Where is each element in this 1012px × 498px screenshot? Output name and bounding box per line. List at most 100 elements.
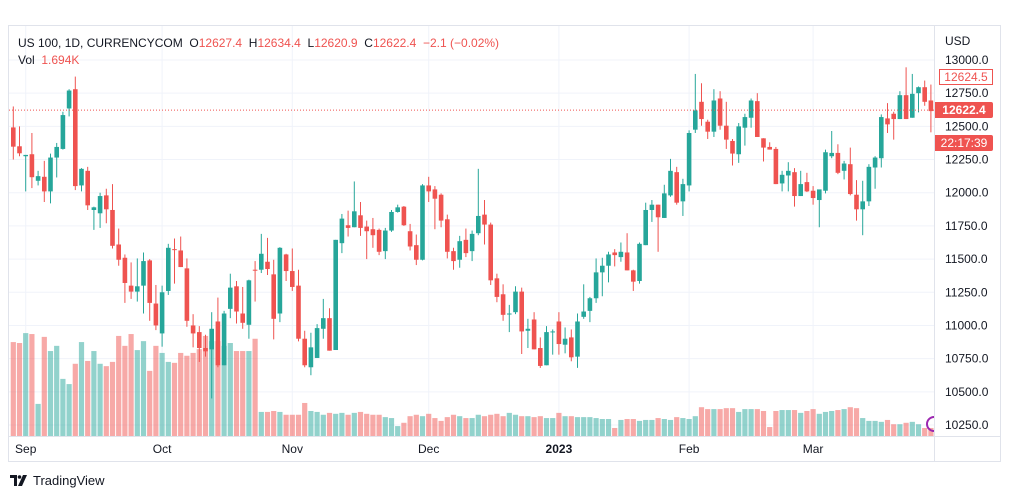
candle-up[interactable] <box>246 279 252 339</box>
event-marker-icon[interactable] <box>926 416 935 432</box>
candle-up[interactable] <box>897 91 903 120</box>
candle-down[interactable] <box>730 138 735 166</box>
candle-up[interactable] <box>513 286 518 315</box>
candle-up[interactable] <box>420 184 425 261</box>
candle-down[interactable] <box>376 228 382 256</box>
candle-down[interactable] <box>240 286 245 329</box>
candle-down[interactable] <box>327 308 332 351</box>
candle-down[interactable] <box>804 172 810 193</box>
candle-up[interactable] <box>228 273 233 319</box>
candle-down[interactable] <box>835 144 841 175</box>
candle-up[interactable] <box>786 162 791 192</box>
candle-up[interactable] <box>259 233 264 274</box>
candle-down[interactable] <box>848 147 853 196</box>
candle-up[interactable] <box>476 168 481 236</box>
candle-up[interactable] <box>314 324 320 358</box>
candle-up[interactable] <box>606 251 611 283</box>
candle-down[interactable] <box>773 146 779 185</box>
candle-up[interactable] <box>60 111 66 150</box>
candle-down[interactable] <box>73 76 78 191</box>
candle-down[interactable] <box>296 269 301 342</box>
candle-up[interactable] <box>352 181 357 228</box>
candle-up[interactable] <box>166 243 171 295</box>
candle-up[interactable] <box>829 131 834 159</box>
candle-down[interactable] <box>488 222 493 285</box>
candle-down[interactable] <box>407 223 413 251</box>
candle-up[interactable] <box>383 227 388 260</box>
candle-up[interactable] <box>469 230 475 262</box>
candle-down[interactable] <box>445 214 450 259</box>
candle-down[interactable] <box>500 284 506 321</box>
candle-down[interactable] <box>401 206 407 226</box>
candle-up[interactable] <box>141 252 146 314</box>
candle-up[interactable] <box>587 296 593 323</box>
candle-down[interactable] <box>302 330 307 368</box>
candle-down[interactable] <box>17 126 22 157</box>
candle-down[interactable] <box>110 184 115 249</box>
candle-down[interactable] <box>426 176 431 203</box>
candle-down[interactable] <box>674 166 679 205</box>
candle-up[interactable] <box>779 170 785 192</box>
candle-down[interactable] <box>438 193 444 228</box>
candle-up[interactable] <box>66 89 72 117</box>
candle-up[interactable] <box>562 327 568 354</box>
candle-down[interactable] <box>147 259 152 321</box>
candle-down[interactable] <box>928 84 934 133</box>
candle-down[interactable] <box>122 254 128 303</box>
candle-down[interactable] <box>203 334 208 357</box>
candle-down[interactable] <box>85 166 90 210</box>
candle-up[interactable] <box>668 158 673 197</box>
candle-up[interactable] <box>209 312 214 399</box>
candle-up[interactable] <box>544 326 549 366</box>
legend-symbol[interactable]: US 100, 1D, CURRENCYCOM <box>18 36 183 50</box>
candle-up[interactable] <box>91 206 97 230</box>
candle-up[interactable] <box>159 285 165 347</box>
candle-down[interactable] <box>190 314 196 348</box>
candle-down[interactable] <box>345 210 351 237</box>
candle-down[interactable] <box>290 248 295 291</box>
candle-down[interactable] <box>414 234 419 266</box>
candle-up[interactable] <box>575 313 580 368</box>
candle-down[interactable] <box>29 133 35 189</box>
candle-up[interactable] <box>395 204 400 213</box>
candle-down[interactable] <box>755 93 760 137</box>
candle-up[interactable] <box>457 235 462 268</box>
candle-up[interactable] <box>910 73 915 118</box>
candle-up[interactable] <box>680 178 686 216</box>
candle-up[interactable] <box>389 209 394 232</box>
candle-down[interactable] <box>624 233 630 271</box>
candle-down[interactable] <box>184 258 190 327</box>
candle-down[interactable] <box>655 204 661 252</box>
candle-down[interactable] <box>724 101 729 149</box>
candle-down[interactable] <box>922 80 927 106</box>
candle-up[interactable] <box>879 114 884 168</box>
candle-down[interactable] <box>761 138 766 162</box>
candle-up[interactable] <box>308 332 314 376</box>
candle-up[interactable] <box>135 258 140 302</box>
candle-up[interactable] <box>35 170 41 186</box>
candle-down[interactable] <box>215 297 221 368</box>
candle-up[interactable] <box>277 247 283 323</box>
candle-down[interactable] <box>612 249 617 267</box>
candle-down[interactable] <box>11 106 16 160</box>
candle-down[interactable] <box>265 237 270 276</box>
candle-up[interactable] <box>581 284 586 319</box>
time-axis[interactable]: Sep Oct Nov Dec 2023 Feb Mar <box>15 442 823 456</box>
candle-down[interactable] <box>358 202 363 236</box>
price-axis[interactable]: 13000.0 12750.0 12500.0 12250.0 12000.0 11750… <box>945 53 989 432</box>
candle-down[interactable] <box>792 168 797 207</box>
candle-up[interactable] <box>643 202 648 246</box>
candle-up[interactable] <box>649 200 655 222</box>
candle-up[interactable] <box>507 304 512 333</box>
candle-down[interactable] <box>538 337 543 368</box>
candle-up[interactable] <box>736 123 741 163</box>
candle-down[interactable] <box>234 280 239 324</box>
candle-up[interactable] <box>97 192 103 228</box>
candle-up[interactable] <box>823 149 828 194</box>
candle-down[interactable] <box>432 186 438 230</box>
candle-down[interactable] <box>631 269 636 291</box>
candle-down[interactable] <box>370 217 376 248</box>
candle-down[interactable] <box>104 188 109 224</box>
candle-down[interactable] <box>494 273 500 303</box>
candlestick-chart[interactable]: 13000.0 12750.0 12500.0 12250.0 12000.0 11750… <box>0 0 1012 470</box>
